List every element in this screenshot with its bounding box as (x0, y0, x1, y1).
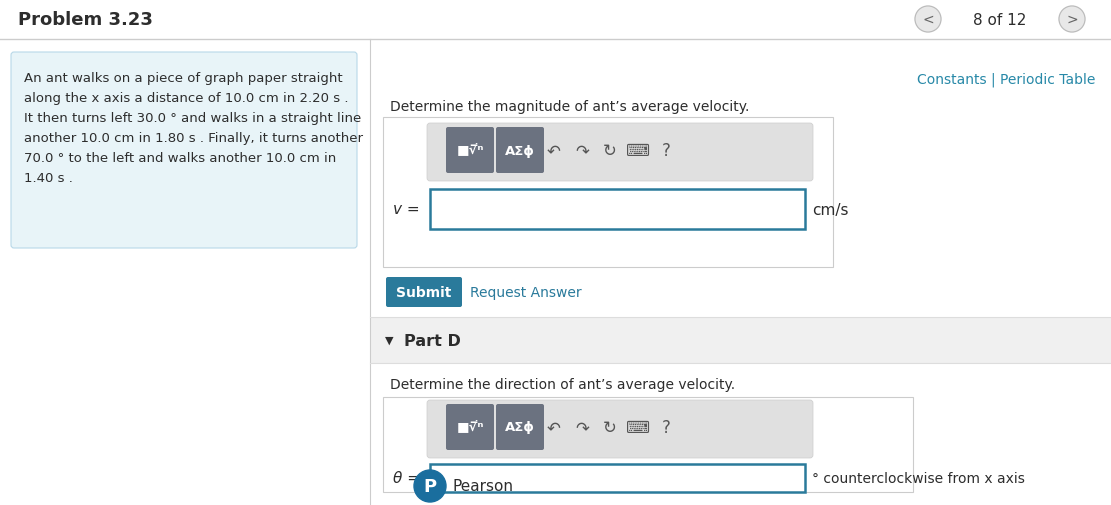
Text: cm/s: cm/s (812, 202, 849, 217)
Text: 70.0 ° to the left and walks another 10.0 cm in: 70.0 ° to the left and walks another 10.… (24, 152, 337, 165)
FancyBboxPatch shape (386, 277, 462, 308)
Text: Determine the magnitude of ant’s average velocity.: Determine the magnitude of ant’s average… (390, 100, 750, 114)
Text: another 10.0 cm in 1.80 s . Finally, it turns another: another 10.0 cm in 1.80 s . Finally, it … (24, 132, 363, 145)
Text: 8 of 12: 8 of 12 (973, 13, 1027, 27)
Text: θ =: θ = (393, 471, 420, 485)
Text: Determine the direction of ant’s average velocity.: Determine the direction of ant’s average… (390, 377, 735, 391)
Text: ↶: ↶ (547, 142, 561, 160)
Text: Submit: Submit (397, 285, 452, 299)
Circle shape (915, 7, 941, 33)
Text: ⌨: ⌨ (625, 142, 650, 160)
FancyBboxPatch shape (496, 128, 544, 174)
Bar (430, 189, 805, 230)
Text: AΣϕ: AΣϕ (506, 144, 534, 157)
Text: ?: ? (661, 418, 670, 436)
Text: ↷: ↷ (575, 418, 589, 436)
Text: ↷: ↷ (575, 142, 589, 160)
Text: Request Answer: Request Answer (470, 285, 582, 299)
FancyBboxPatch shape (446, 128, 494, 174)
Text: ↻: ↻ (603, 418, 617, 436)
Text: Part D: Part D (404, 333, 461, 348)
Circle shape (414, 470, 446, 502)
FancyBboxPatch shape (383, 397, 913, 492)
Text: 1.40 s .: 1.40 s . (24, 172, 73, 185)
Text: ° counterclockwise from x axis: ° counterclockwise from x axis (812, 471, 1024, 485)
Text: >: > (1067, 13, 1078, 27)
Text: ↻: ↻ (603, 142, 617, 160)
Text: It then turns left 30.0 ° and walks in a straight line: It then turns left 30.0 ° and walks in a… (24, 112, 361, 125)
Text: ↶: ↶ (547, 418, 561, 436)
Text: An ant walks on a piece of graph paper straight: An ant walks on a piece of graph paper s… (24, 72, 342, 85)
Bar (430, 464, 805, 492)
FancyBboxPatch shape (427, 124, 813, 182)
Text: Problem 3.23: Problem 3.23 (18, 11, 153, 29)
Text: along the x axis a distance of 10.0 cm in 2.20 s .: along the x axis a distance of 10.0 cm i… (24, 92, 349, 105)
FancyBboxPatch shape (383, 118, 833, 268)
Text: ▼: ▼ (386, 335, 393, 345)
Text: P: P (423, 477, 437, 495)
Text: ⌨: ⌨ (625, 418, 650, 436)
Text: v =: v = (393, 202, 420, 217)
FancyBboxPatch shape (496, 404, 544, 450)
Text: AΣϕ: AΣϕ (506, 421, 534, 434)
FancyBboxPatch shape (11, 53, 357, 248)
Text: <: < (922, 13, 934, 27)
Text: ■√̅ⁿ: ■√̅ⁿ (457, 421, 483, 434)
Text: Constants | Periodic Table: Constants | Periodic Table (917, 72, 1095, 86)
Text: ■√̅ⁿ: ■√̅ⁿ (457, 144, 483, 157)
FancyBboxPatch shape (446, 404, 494, 450)
Circle shape (1059, 7, 1085, 33)
FancyBboxPatch shape (427, 400, 813, 458)
Bar (370, 317, 1111, 363)
Text: Pearson: Pearson (452, 479, 513, 493)
Text: ?: ? (661, 142, 670, 160)
